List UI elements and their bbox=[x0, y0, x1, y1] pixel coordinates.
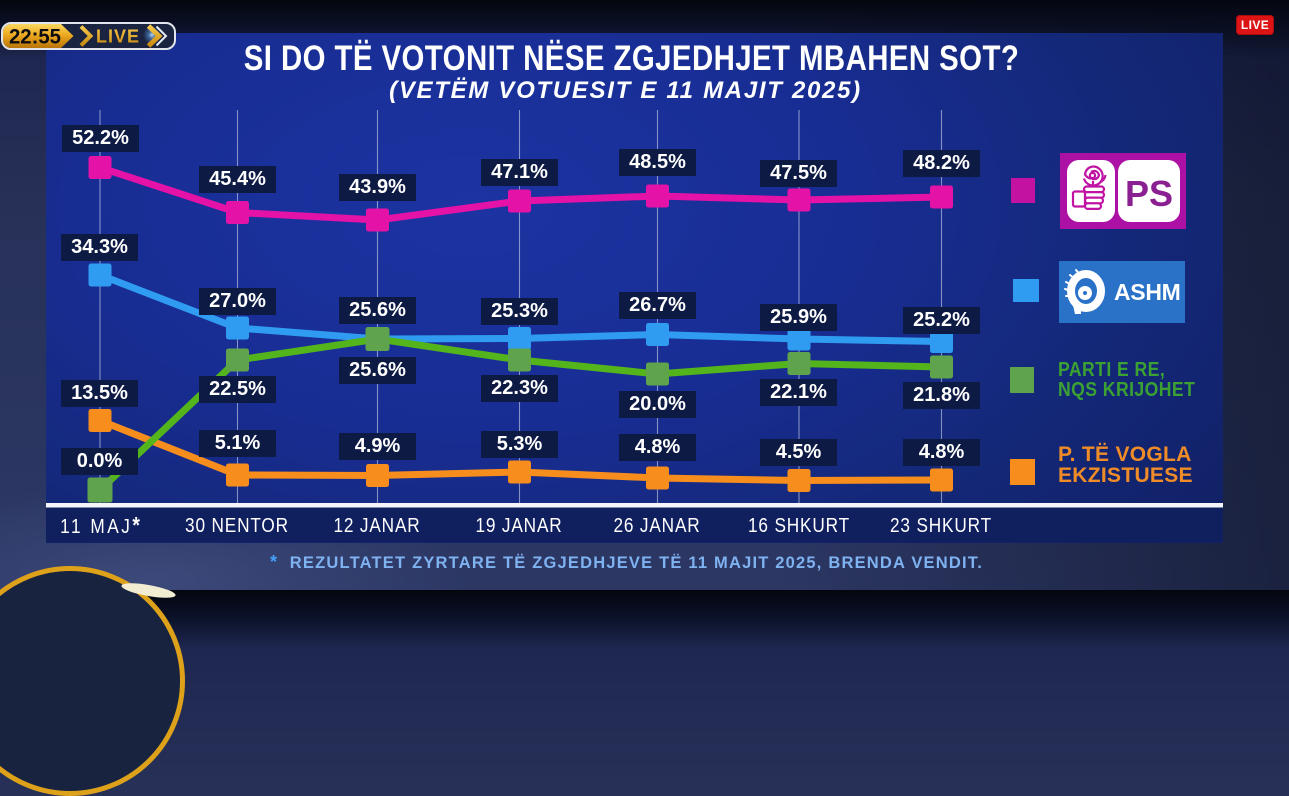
svg-text:LIVE: LIVE bbox=[96, 27, 140, 47]
svg-text:PS: PS bbox=[1125, 173, 1173, 214]
svg-text:22:55: 22:55 bbox=[9, 25, 61, 49]
svg-text:ASHM: ASHM bbox=[1114, 279, 1181, 305]
